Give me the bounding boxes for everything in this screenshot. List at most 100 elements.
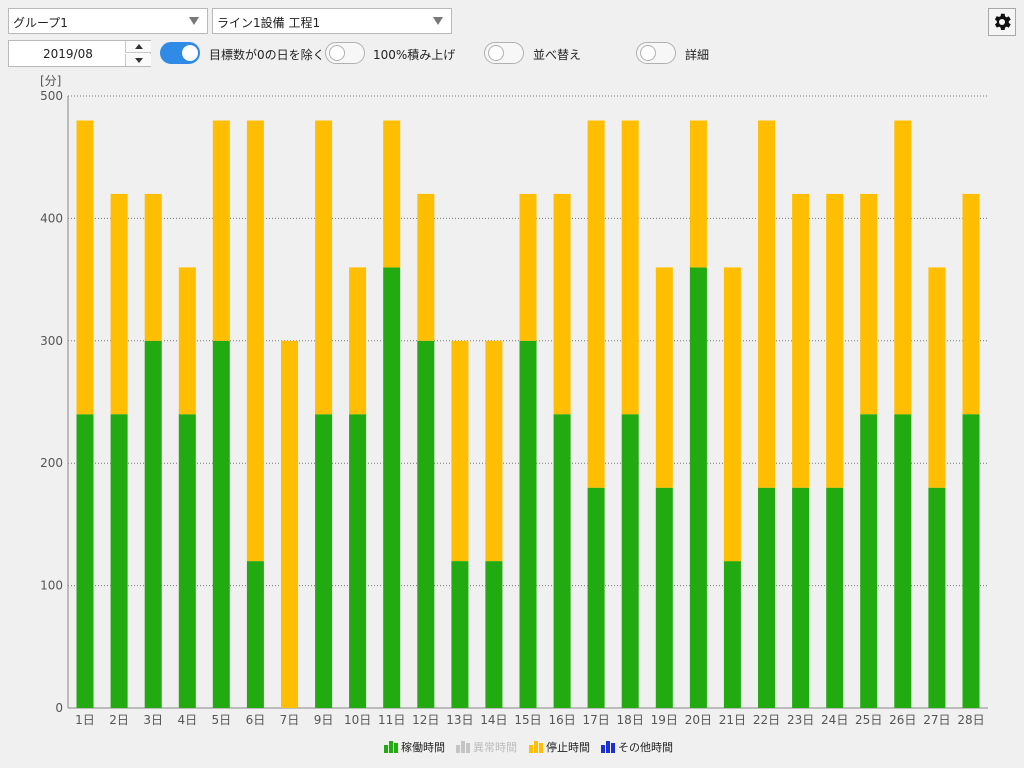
bar-segment [758,120,775,488]
settings-gear-button[interactable] [988,8,1016,36]
x-tick-label: 9日 [314,713,334,727]
bar-segment [212,340,230,708]
bar-segment [383,120,401,268]
legend-abnormal-label: 異常時間 [473,741,517,754]
month-field[interactable]: 2019/08 [8,40,151,67]
bar-chart-icon [384,741,398,753]
toggle-exclude-zero-target-label: 目標数が0の日を除く [209,48,325,62]
bar-segment [451,340,469,562]
bar-segment [792,193,810,488]
bar-segment [519,340,537,708]
toggle-sort[interactable] [484,42,524,64]
x-tick-label: 12日 [412,713,439,727]
bar-segment [246,120,264,562]
x-tick-label: 2日 [109,713,129,727]
y-tick-label: 0 [55,701,63,715]
equipment-select[interactable]: ライン1設備 工程1 [212,8,452,34]
bar-segment [144,193,162,341]
bar-segment [553,414,571,708]
bar-segment [246,561,264,708]
bar-segment [962,414,980,708]
bar-segment [792,487,810,708]
x-tick-label: 23日 [787,713,814,727]
bar-segment [860,414,878,708]
toggle-knob [182,45,198,61]
toggle-knob [640,45,656,61]
x-tick-label: 21日 [719,713,746,727]
chevron-down-icon [134,57,143,63]
bar-segment [894,414,912,708]
x-tick-label: 20日 [685,713,712,727]
bar-segment [587,120,605,488]
bar-segment [928,487,946,708]
bar-chart-icon [529,741,543,753]
bar-segment [553,193,571,415]
gear-icon [994,13,1011,30]
month-increment-button[interactable] [125,41,151,53]
bar-segment [383,267,401,708]
bar-segment [723,267,741,562]
bar-segment [315,414,333,708]
x-tick-label: 10日 [344,713,371,727]
month-decrement-button[interactable] [125,54,151,66]
x-tick-label: 11日 [378,713,405,727]
x-tick-label: 26日 [889,713,916,727]
y-axis-unit-label: [分] [40,74,62,88]
bar-segment [417,193,435,341]
bar-segment [315,120,333,415]
bar-segment [826,193,844,488]
chevron-up-icon [134,44,143,49]
bar-segment [178,414,196,708]
bar-segment [178,267,196,415]
x-tick-label: 24日 [821,713,848,727]
bar-segment [723,561,741,708]
y-tick-label: 200 [40,456,63,470]
bar-segment [281,340,298,708]
x-tick-label: 19日 [651,713,678,727]
group-select-value: グループ1 [13,16,68,30]
bar-segment [621,414,639,708]
x-tick-label: 17日 [582,713,609,727]
toggle-detail[interactable] [636,42,676,64]
toggle-sort-label: 並べ替え [533,48,582,62]
bar-segment [485,340,503,562]
toggle-100-stacked[interactable] [325,42,365,64]
toggle-detail-label: 詳細 [685,48,710,62]
bar-segment [349,267,367,415]
bar-segment [655,267,673,488]
bar-segment [860,193,878,415]
bar-segment [689,267,707,708]
y-tick-label: 100 [40,579,63,593]
x-tick-label: 28日 [957,713,984,727]
bar-segment [758,487,775,708]
chevron-down-icon[interactable] [181,9,207,33]
group-select[interactable]: グループ1 [8,8,208,34]
x-tick-label: 6日 [246,713,266,727]
bar-segment [826,487,844,708]
bar-segment [76,120,94,415]
bar-segment [519,193,537,341]
bar-segment [928,267,946,488]
bar-segment [587,487,605,708]
month-field-value: 2019/08 [43,47,93,61]
x-tick-label: 5日 [211,713,231,727]
x-tick-label: 13日 [446,713,473,727]
bar-segment [689,120,707,268]
chevron-down-icon[interactable] [425,9,451,33]
bar-segment [417,340,435,708]
bar-segment [76,414,94,708]
bar-segment [349,414,367,708]
toggle-exclude-zero-target[interactable] [160,42,200,64]
bar-segment [621,120,639,415]
bar-segment [451,561,469,708]
bar-segment [144,340,162,708]
y-tick-label: 300 [40,334,63,348]
y-tick-label: 400 [40,211,63,225]
x-tick-label: 1日 [75,713,95,727]
x-tick-label: 3日 [143,713,163,727]
x-tick-label: 18日 [617,713,644,727]
bar-segment [485,561,503,708]
x-tick-label: 7日 [280,713,300,727]
bar-segment [894,120,912,415]
